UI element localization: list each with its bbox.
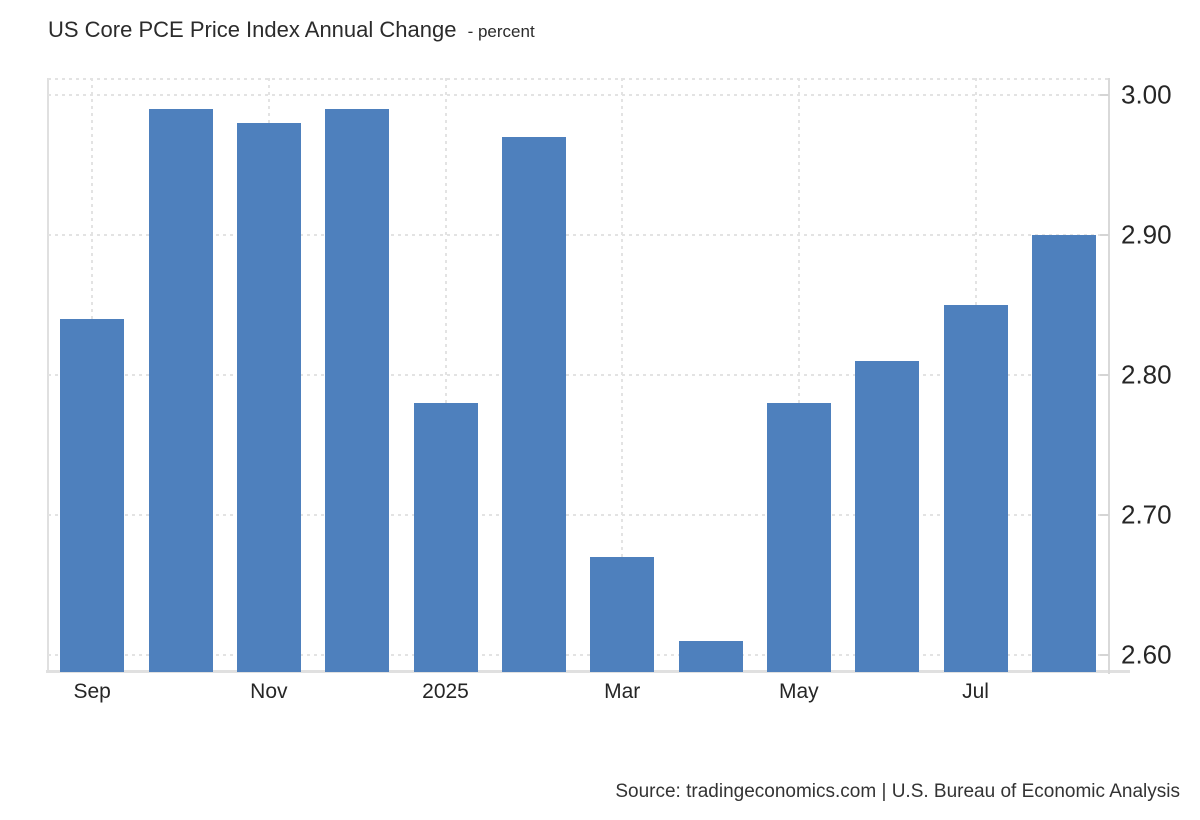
x-axis-label: Sep xyxy=(73,680,111,703)
bar[interactable] xyxy=(1031,234,1096,672)
x-axis-label: Mar xyxy=(604,680,641,703)
x-axis-line xyxy=(46,670,1130,673)
y-axis-label: 2.90 xyxy=(1121,219,1172,250)
bar[interactable] xyxy=(236,122,301,672)
h-gridline xyxy=(48,654,1108,657)
chart-title: US Core PCE Price Index Annual Change - … xyxy=(48,17,535,43)
bar[interactable] xyxy=(148,108,213,672)
plot-area xyxy=(48,78,1108,672)
y-axis-line xyxy=(1108,78,1110,674)
h-gridline xyxy=(48,93,1108,96)
v-gridline xyxy=(797,78,800,672)
y-tick-mark xyxy=(1100,233,1109,236)
h-gridline xyxy=(48,233,1108,236)
x-axis-label: 2025 xyxy=(422,680,469,703)
source-attribution: Source: tradingeconomics.com | U.S. Bure… xyxy=(615,781,1180,802)
y-tick-mark xyxy=(1100,93,1109,96)
y-axis-label: 3.00 xyxy=(1121,79,1172,110)
v-gridline xyxy=(621,78,624,672)
bar[interactable] xyxy=(413,403,478,672)
x-axis-label: Jul xyxy=(962,680,989,703)
bar[interactable] xyxy=(325,108,390,672)
y-axis-label: 2.60 xyxy=(1121,639,1172,670)
bar[interactable] xyxy=(766,403,831,672)
h-gridline xyxy=(48,514,1108,517)
v-gridline xyxy=(444,78,447,672)
bar[interactable] xyxy=(678,641,743,672)
plot-top-border xyxy=(48,78,1108,80)
y-axis-label: 2.70 xyxy=(1121,499,1172,530)
bar[interactable] xyxy=(60,318,125,672)
h-gridline xyxy=(48,374,1108,376)
x-axis-label: Nov xyxy=(250,680,288,703)
y-axis-label: 2.80 xyxy=(1121,359,1172,390)
bar[interactable] xyxy=(943,304,1008,672)
chart-title-unit: - percent xyxy=(467,22,535,41)
y-tick-mark xyxy=(1100,654,1109,657)
bar[interactable] xyxy=(855,360,920,672)
chart-title-text: US Core PCE Price Index Annual Change xyxy=(48,17,457,42)
y-tick-mark xyxy=(1100,374,1109,376)
bar[interactable] xyxy=(501,136,566,672)
bar[interactable] xyxy=(590,557,655,672)
x-axis-label: May xyxy=(778,680,819,703)
y-tick-mark xyxy=(1100,514,1109,517)
